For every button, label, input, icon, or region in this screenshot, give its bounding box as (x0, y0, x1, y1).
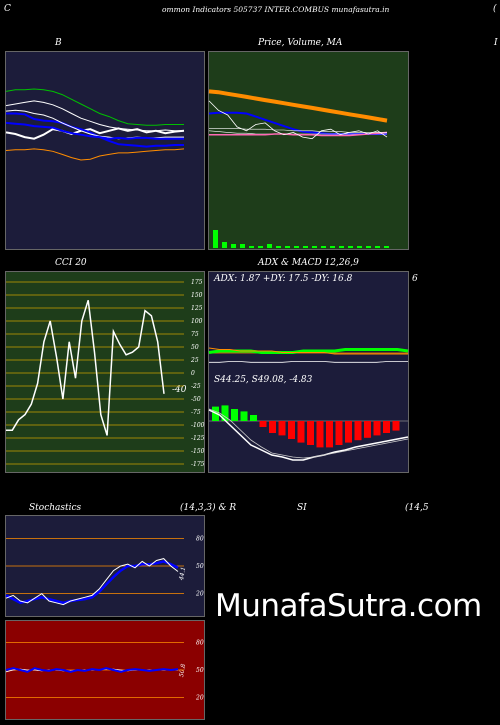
stoch-tick-label: 80 (196, 535, 204, 542)
macd-histogram-bar (240, 411, 248, 421)
rsi-tick-label: 20 (195, 695, 204, 702)
macd-histogram-bar (307, 421, 314, 445)
macd-values-text: S44.25, S49.08, -4.83 (214, 375, 313, 385)
volume-bar (222, 242, 227, 248)
bollinger-line (5, 121, 184, 140)
volume-bar (357, 246, 362, 248)
price-label: Price, Volume, MA (258, 38, 343, 48)
cci-tick-label: -25 (191, 383, 201, 390)
volume-bar (375, 246, 380, 248)
macd-histogram-bar (335, 421, 343, 445)
stoch-tick-label: 50 (196, 563, 204, 570)
header-right-mark: ( (493, 4, 497, 14)
price-panel (208, 51, 409, 250)
rsi-label: SI (297, 503, 307, 513)
volume-bar (312, 246, 317, 248)
chart-header-title: ommon Indicators 505737 INTER.COMBUS mun… (162, 5, 390, 14)
header-left-letter: C (4, 4, 11, 14)
volume-bar (258, 246, 263, 248)
price-line (208, 100, 388, 140)
cci-tick-label: 50 (191, 344, 199, 351)
cci-tick-label: -75 (191, 409, 201, 416)
cci-line (6, 299, 165, 436)
adx-values-text: ADX: 1.87 +DY: 17.5 -DY: 16.8 (214, 274, 353, 284)
bollinger-label: B (55, 38, 62, 48)
adx-right-digit: 6 (412, 274, 418, 284)
stoch-k-line (5, 558, 179, 606)
stoch-params: (14,3,3) & R (180, 503, 237, 513)
cci-tick-label: 125 (191, 305, 203, 312)
cci-tick-label: 75 (191, 331, 199, 338)
macd-histogram-bar (259, 421, 267, 427)
cci-tick-label: 150 (191, 292, 203, 299)
cci-tick-label: 0 (191, 370, 195, 377)
stoch-tick-label: 20 (195, 591, 204, 598)
macd-histogram-bar (231, 409, 238, 421)
bollinger-panel (5, 51, 205, 250)
cci-tick-label: 175 (191, 279, 203, 286)
volume-bar (321, 246, 326, 248)
stoch-label: Stochastics (29, 503, 82, 513)
macd-histogram-bar (326, 421, 333, 448)
bollinger-line (5, 148, 185, 161)
volume-bar (330, 246, 335, 248)
volume-bar (231, 244, 236, 248)
volume-bar (267, 244, 272, 248)
bollinger-line (6, 112, 184, 148)
macd-histogram-bar (288, 421, 295, 439)
adx-line (209, 361, 408, 363)
volume-bar (240, 244, 245, 248)
rsi-tick-label: 80 (196, 639, 204, 646)
volume-bar (285, 246, 290, 248)
right-edge-label: I (494, 38, 498, 48)
bollinger-line (5, 100, 184, 132)
bollinger-line (5, 88, 184, 126)
cci-tick-label: 100 (191, 318, 203, 325)
macd-histogram-bar (221, 405, 229, 421)
cci-tick-label: 25 (190, 357, 199, 364)
cci-tick-label: -50 (191, 396, 201, 403)
watermark: MunafaSutra.com (215, 588, 482, 624)
macd-histogram-bar (364, 421, 371, 438)
volume-bar (213, 230, 218, 248)
volume-bar (294, 246, 299, 248)
cci-tick-label: -100 (191, 422, 205, 429)
volume-bar (249, 246, 254, 248)
volume-bar (276, 246, 281, 248)
adx-label: ADX & MACD 12,26,9 (258, 258, 359, 268)
macd-histogram-bar (383, 421, 390, 433)
macd-histogram-bar (354, 421, 362, 441)
cci-tick-label: -175 (191, 461, 205, 468)
rsi-params: (14,5 (405, 503, 429, 513)
price-line (208, 89, 388, 123)
macd-histogram-bar (345, 421, 352, 443)
macd-signal-line (208, 408, 409, 459)
macd-histogram-bar (250, 415, 257, 421)
volume-bar (339, 246, 344, 248)
volume-bar (366, 246, 371, 248)
volume-bar (303, 246, 308, 248)
volume-bar (348, 246, 353, 248)
stoch-d-line (5, 560, 179, 605)
cci-tick-label: -150 (191, 448, 205, 455)
macd-histogram-bar (278, 421, 286, 436)
cci-panel (5, 271, 205, 473)
minus-dy-line (208, 347, 408, 355)
macd-histogram-bar (297, 421, 305, 443)
rsi-line (5, 667, 179, 673)
macd-line (208, 409, 409, 461)
macd-histogram-bar (269, 421, 276, 433)
price-line (209, 128, 387, 133)
cci-value-label: -40 (172, 385, 187, 395)
cci-label: CCI 20 (55, 258, 87, 268)
volume-bar (384, 246, 389, 248)
cci-tick-label: -125 (191, 435, 205, 442)
rsi-tick-label: 50 (196, 667, 204, 674)
macd-histogram-bar (392, 421, 400, 431)
macd-histogram-bar (316, 421, 324, 448)
macd-histogram-bar (373, 421, 381, 436)
